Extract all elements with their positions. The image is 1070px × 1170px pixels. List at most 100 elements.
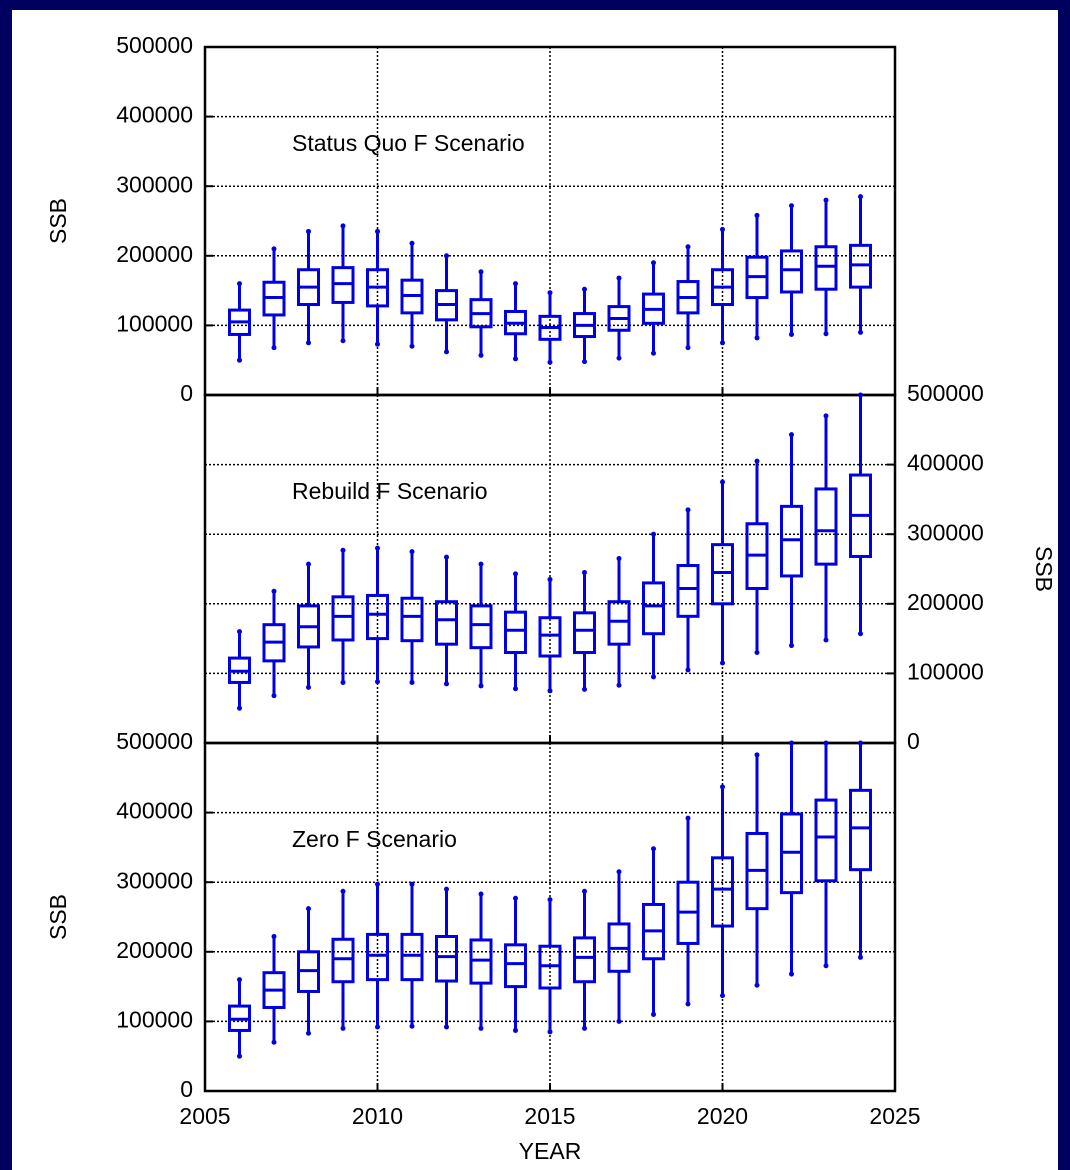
whisker-end bbox=[651, 260, 656, 266]
whisker-end bbox=[651, 674, 656, 680]
whisker-end bbox=[685, 244, 691, 250]
box bbox=[435, 600, 458, 646]
whisker-end bbox=[858, 740, 863, 746]
x-tick-label: 2020 bbox=[697, 1103, 748, 1129]
box bbox=[331, 595, 355, 642]
whisker-end bbox=[340, 338, 346, 344]
box bbox=[435, 934, 458, 983]
whisker-end bbox=[306, 684, 311, 690]
whisker-end bbox=[616, 1018, 622, 1024]
whisker-end bbox=[340, 547, 346, 553]
box bbox=[573, 936, 596, 984]
whisker-end bbox=[651, 846, 656, 852]
whisker-end bbox=[616, 556, 622, 562]
whisker-end bbox=[375, 341, 380, 347]
whisker-end bbox=[409, 240, 415, 246]
whisker-end bbox=[547, 359, 553, 365]
whisker-end bbox=[237, 357, 242, 363]
y-axis-label: SSB bbox=[45, 198, 71, 244]
x-tick-label: 2025 bbox=[869, 1103, 920, 1129]
y-tick-label: 100000 bbox=[907, 658, 984, 684]
whisker-end bbox=[720, 479, 725, 485]
whisker-end bbox=[271, 693, 277, 699]
whisker-end bbox=[685, 507, 691, 513]
whisker-end bbox=[375, 1024, 380, 1030]
y-tick-label: 400000 bbox=[907, 450, 984, 476]
whisker-end bbox=[340, 888, 346, 894]
whisker-end bbox=[306, 561, 311, 567]
whisker-end bbox=[444, 554, 449, 560]
whisker-end bbox=[823, 331, 829, 337]
whisker-end bbox=[340, 223, 346, 229]
whisker-end bbox=[720, 993, 725, 999]
y-tick-label: 500000 bbox=[116, 32, 193, 58]
whisker-end bbox=[858, 194, 863, 200]
whisker-end bbox=[306, 228, 311, 234]
whisker-end bbox=[271, 933, 277, 939]
box bbox=[504, 943, 527, 989]
whisker-end bbox=[478, 891, 484, 897]
whisker-end bbox=[789, 643, 794, 649]
whisker-end bbox=[720, 340, 725, 346]
whisker-end bbox=[478, 1025, 484, 1031]
whisker-end bbox=[271, 588, 277, 594]
whisker-end bbox=[478, 269, 484, 275]
whisker-end bbox=[271, 246, 277, 252]
whisker-end bbox=[375, 228, 380, 234]
box bbox=[642, 581, 665, 636]
whisker-end bbox=[547, 290, 553, 296]
whisker-end bbox=[651, 531, 656, 537]
whisker-end bbox=[478, 352, 484, 358]
box bbox=[676, 564, 700, 618]
whisker-end bbox=[789, 203, 794, 209]
whisker-end bbox=[444, 253, 449, 259]
box bbox=[538, 616, 562, 658]
annotation: Status Quo F Scenario bbox=[292, 130, 525, 156]
whisker-end bbox=[547, 897, 553, 903]
whisker-end bbox=[409, 1023, 415, 1029]
y-tick-label: 300000 bbox=[907, 519, 984, 545]
whisker-end bbox=[685, 815, 691, 821]
box bbox=[331, 937, 355, 984]
whisker-end bbox=[823, 963, 829, 969]
whisker-end bbox=[409, 679, 415, 685]
whisker-end bbox=[513, 895, 518, 901]
box bbox=[400, 596, 424, 643]
box bbox=[814, 487, 838, 566]
whisker-end bbox=[409, 881, 415, 887]
box bbox=[711, 856, 734, 928]
x-axis-label: YEAR bbox=[519, 1138, 582, 1164]
whisker-end bbox=[444, 886, 449, 892]
box bbox=[400, 932, 424, 982]
whisker-end bbox=[237, 705, 242, 711]
x-tick-label: 2010 bbox=[352, 1103, 403, 1129]
whisker-end bbox=[478, 561, 484, 567]
whisker-end bbox=[651, 350, 656, 356]
annotation: Zero F Scenario bbox=[292, 826, 457, 852]
whisker-end bbox=[858, 954, 863, 960]
whisker-end bbox=[513, 281, 518, 287]
box bbox=[366, 593, 389, 641]
whisker-end bbox=[720, 226, 725, 232]
whisker-end bbox=[237, 1053, 242, 1059]
whisker-end bbox=[858, 392, 863, 398]
whisker-end bbox=[306, 340, 311, 346]
whisker-end bbox=[685, 345, 691, 351]
y-tick-label: 0 bbox=[907, 728, 920, 754]
box bbox=[849, 788, 872, 872]
whisker-end bbox=[444, 349, 449, 355]
whisker-end bbox=[306, 1030, 311, 1036]
whisker-end bbox=[685, 1001, 691, 1007]
whisker-end bbox=[823, 637, 829, 643]
whisker-end bbox=[754, 458, 760, 464]
whisker-end bbox=[375, 679, 380, 685]
chart-background bbox=[12, 10, 1058, 1170]
whisker-end bbox=[616, 869, 622, 875]
whisker-end bbox=[271, 345, 277, 351]
whisker-end bbox=[651, 1011, 656, 1017]
y-tick-label: 0 bbox=[180, 380, 193, 406]
whisker-end bbox=[375, 881, 380, 887]
whisker-end bbox=[823, 740, 829, 746]
y-tick-label: 100000 bbox=[116, 310, 193, 336]
whisker-end bbox=[444, 1024, 449, 1030]
